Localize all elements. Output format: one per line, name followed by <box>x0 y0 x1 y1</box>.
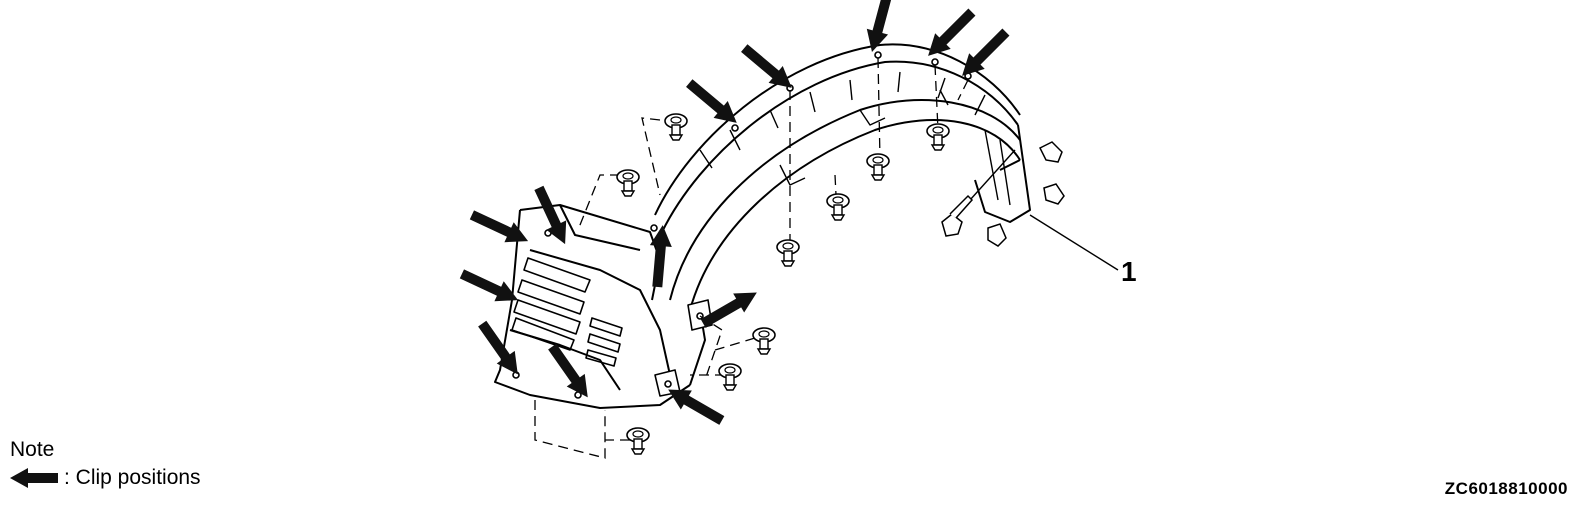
clip-icon <box>718 363 742 391</box>
clip-position-arrow <box>467 204 533 252</box>
clip-position-arrow <box>528 183 576 249</box>
clip-icon <box>752 327 776 355</box>
fender-liner <box>494 43 1031 409</box>
nut-icon <box>1038 141 1063 163</box>
note-heading: Note <box>10 438 55 461</box>
dashed-leaders <box>534 57 969 459</box>
solid-leaders <box>951 149 1119 271</box>
clip-position-arrow <box>954 24 1014 84</box>
clip-icon <box>616 169 640 197</box>
clip-icon <box>826 193 850 221</box>
clip-icon <box>776 239 800 267</box>
bolt-icon <box>941 194 974 237</box>
clip-icon <box>664 113 688 141</box>
nuts <box>987 141 1065 247</box>
callout-1: 1 <box>1121 256 1137 287</box>
loose-clips <box>616 113 950 455</box>
clip-icon <box>866 153 890 181</box>
clip-icon <box>926 123 950 151</box>
clip-position-arrow <box>682 74 744 132</box>
clip-icon <box>626 427 650 455</box>
legend-row: : Clip positions <box>10 464 201 492</box>
nut-icon <box>1043 183 1065 205</box>
note: Note : Clip positions <box>10 436 201 492</box>
nut-icon <box>987 223 1007 247</box>
clip-position-arrow <box>920 4 980 64</box>
figure-code: ZC6018810000 <box>1444 479 1568 498</box>
left-arrow-icon <box>10 468 58 488</box>
legend-text: : Clip positions <box>64 466 201 489</box>
